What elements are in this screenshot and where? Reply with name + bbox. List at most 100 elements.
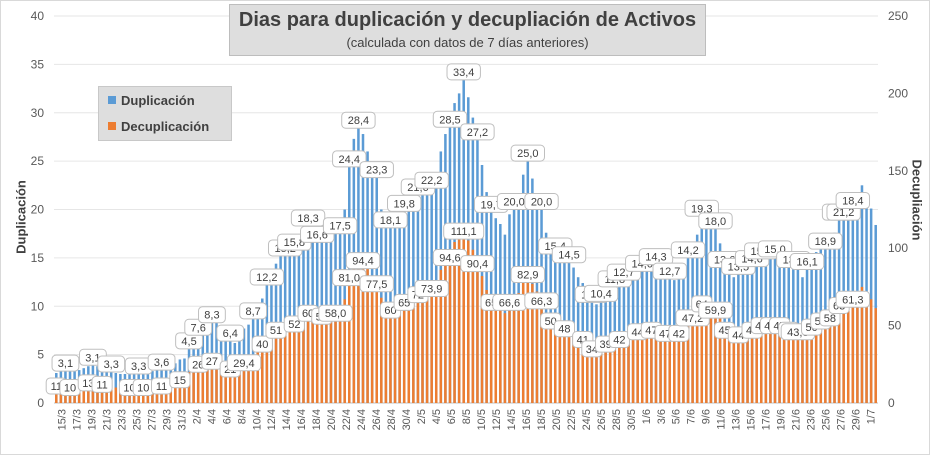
- data-label-text: 7,6: [191, 322, 206, 334]
- data-label: 24,4: [332, 150, 367, 168]
- y-tick-label-left: 35: [31, 57, 45, 71]
- data-label-box: [789, 252, 825, 270]
- data-label-box: [652, 262, 687, 280]
- data-label-text: 66,6: [499, 297, 520, 309]
- data-label-box: [341, 111, 376, 129]
- chart-subtitle: (calculada con datos de 7 días anteriore…: [346, 35, 589, 50]
- decuplicacion-bar: [631, 334, 635, 403]
- data-label-box: [414, 279, 449, 297]
- decuplicacion-bar: [480, 276, 484, 403]
- decuplicacion-bar: [467, 240, 470, 403]
- decuplicacion-bar: [618, 339, 621, 403]
- data-label-text: 11: [156, 381, 167, 393]
- decuplicacion-bar: [856, 293, 859, 403]
- decuplicacion-bar: [219, 362, 223, 403]
- data-label-text: 47: [659, 328, 671, 340]
- decuplicacion-bar: [421, 289, 424, 403]
- decuplicacion-bar: [329, 314, 333, 403]
- decuplicacion-bar: [476, 263, 479, 403]
- decuplicacion-bar: [544, 313, 548, 403]
- decuplicacion-bar: [434, 282, 438, 403]
- decuplicacion-bar: [412, 296, 415, 403]
- decuplicacion-bar: [563, 328, 566, 403]
- decuplicacion-bar: [517, 293, 520, 403]
- data-label: 12,2: [249, 268, 285, 286]
- x-axis: 15/3 17/3 19/3 21/3 23/3 25/3 27/3 29/3 31/3 2/4 4…: [56, 409, 877, 430]
- data-label-text: 47,2: [682, 313, 703, 325]
- data-label-text: 11: [51, 381, 62, 393]
- data-label: 25,0: [510, 144, 546, 162]
- chart-title-box: Dias para duplicación y decupliación de …: [229, 4, 706, 56]
- decuplicacion-bar: [824, 320, 827, 403]
- decuplicacion-bar: [673, 337, 676, 403]
- decuplicacion-bar: [155, 385, 159, 403]
- data-label-box: [510, 144, 546, 162]
- decuplicacion-bar: [389, 310, 392, 403]
- decuplicacion-bar: [338, 313, 342, 403]
- x-tick-label: 27/6: [836, 409, 848, 430]
- data-label: 3,3: [124, 357, 153, 375]
- decuplicacion-bar: [792, 331, 795, 403]
- data-label: 66,3: [524, 292, 559, 310]
- data-label-box: [198, 306, 226, 324]
- decuplicacion-bar: [842, 305, 845, 403]
- decuplicacion-bar: [750, 330, 754, 403]
- data-label-text: 42: [673, 328, 685, 340]
- data-label-text: 11: [96, 379, 107, 391]
- decuplicacion-bar: [201, 362, 205, 403]
- decuplicacion-bar: [471, 249, 475, 403]
- decuplicacion-bar: [311, 310, 314, 403]
- decuplicacion-bar: [709, 307, 713, 403]
- decuplicacion-bar: [787, 330, 790, 403]
- decuplicacion-bar: [668, 337, 671, 403]
- x-tick-label: 27/3: [146, 409, 158, 430]
- data-label-box: [446, 63, 481, 81]
- decuplicacion-bar: [535, 291, 539, 403]
- data-label: 10,4: [583, 284, 619, 302]
- y-axis-label-left: Duplicación: [13, 180, 29, 254]
- data-label: 3,6: [147, 353, 176, 371]
- data-label: 10: [59, 379, 81, 397]
- decuplicacion-bar: [576, 336, 580, 403]
- decuplicacion-bar: [402, 302, 406, 403]
- decuplicacion-bar: [416, 294, 420, 403]
- decuplicacion-bar: [572, 331, 575, 403]
- data-label-box: [345, 252, 381, 270]
- data-label: 22,2: [414, 171, 449, 189]
- data-label-text: 58: [824, 313, 836, 325]
- data-label-box: [808, 232, 843, 250]
- decuplicacion-bar: [210, 361, 214, 403]
- data-label-box: [169, 371, 191, 389]
- y-tick-label-right: 250: [888, 9, 908, 23]
- data-label-text: 111,1: [451, 226, 477, 238]
- data-label-box: [216, 324, 245, 342]
- x-tick-label: 2/5: [416, 409, 428, 424]
- data-label: 59,9: [698, 301, 733, 319]
- data-label: 48: [553, 320, 576, 338]
- x-tick-label: 30/5: [626, 409, 638, 430]
- data-label-text: 24,4: [339, 154, 360, 166]
- decuplicacion-bar: [636, 331, 639, 403]
- data-label-text: 27: [206, 356, 218, 368]
- decuplicacion-bar: [833, 313, 836, 403]
- y-tick-label-right: 0: [888, 396, 895, 410]
- decuplicacion-bar: [654, 330, 658, 403]
- decuplicacion-bar: [306, 313, 310, 403]
- y-tick-label-left: 40: [31, 9, 45, 23]
- data-label-text: 52: [288, 319, 300, 331]
- data-label-text: 10: [123, 383, 135, 395]
- legend-item-decuplicacion: Decuplicación: [108, 119, 209, 134]
- x-tick-label: 22/5: [566, 409, 578, 430]
- decuplicacion-bar: [256, 348, 259, 403]
- data-label: 6,4: [216, 324, 245, 342]
- x-tick-label: 25/6: [821, 409, 833, 430]
- decuplicacion-bar: [599, 348, 603, 403]
- data-labels: 3,13,13,33,33,64,57,68,36,48,712,215,215…: [45, 63, 871, 397]
- data-label-text: 12,7: [659, 266, 680, 278]
- data-label-text: 3,1: [85, 352, 100, 364]
- data-label: 29,4: [226, 354, 262, 372]
- data-label: 82,9: [510, 266, 546, 284]
- decuplicacion-bar: [508, 302, 511, 403]
- data-label-text: 21,2: [833, 207, 854, 219]
- data-label-box: [387, 194, 422, 212]
